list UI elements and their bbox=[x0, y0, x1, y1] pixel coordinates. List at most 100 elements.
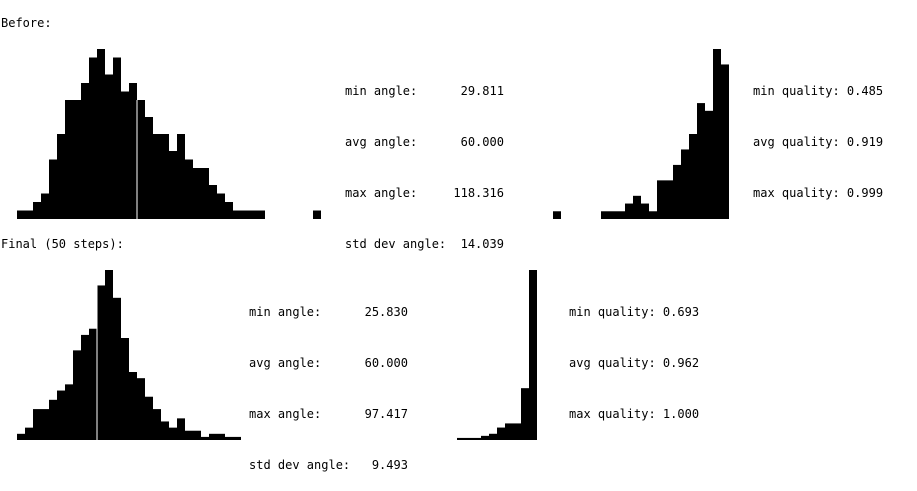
before-angle-bar bbox=[145, 117, 153, 219]
before-angle-bar bbox=[105, 74, 113, 219]
final-max-angle: max angle: 97.417 bbox=[249, 407, 408, 421]
before-angle-bar bbox=[313, 210, 321, 219]
before-angle-bar bbox=[129, 83, 137, 219]
final-angle-bar bbox=[57, 390, 65, 440]
before-angle-bar bbox=[137, 100, 145, 219]
before-angle-bar bbox=[33, 202, 41, 219]
final-quality-bar bbox=[521, 388, 529, 440]
final-angle-bar bbox=[65, 384, 73, 440]
before-angle-bar bbox=[169, 151, 177, 219]
before-quality-bar bbox=[601, 211, 609, 219]
before-quality-bar bbox=[617, 211, 625, 219]
before-angle-bar bbox=[241, 210, 249, 219]
final-angle-bar bbox=[81, 334, 89, 440]
before-quality-bar bbox=[641, 203, 649, 219]
before-quality-bar bbox=[673, 164, 681, 219]
before-angle-bar bbox=[217, 193, 225, 219]
final-angle-bar bbox=[25, 427, 33, 440]
final-angle-bar bbox=[129, 372, 137, 440]
final-quality-stats: min quality: 0.693 avg quality: 0.962 ma… bbox=[569, 270, 699, 440]
final-quality-bar bbox=[481, 435, 489, 440]
final-avg-angle: avg angle: 60.000 bbox=[249, 356, 408, 370]
before-min-quality: min quality: 0.485 bbox=[753, 84, 884, 98]
before-quality-bar bbox=[689, 134, 697, 219]
final-min-quality: min quality: 0.693 bbox=[569, 305, 700, 319]
before-angle-bar bbox=[233, 210, 241, 219]
final-angle-bar bbox=[41, 409, 49, 440]
before-quality-bar bbox=[705, 110, 713, 219]
before-quality-bar bbox=[633, 195, 641, 219]
final-angle-bar bbox=[121, 338, 129, 440]
final-angle-bar bbox=[97, 285, 105, 440]
before-angle-bar bbox=[113, 57, 121, 219]
before-angle-bar bbox=[57, 134, 65, 219]
before-angle-bar bbox=[121, 91, 129, 219]
final-angle-bar bbox=[49, 399, 57, 440]
final-quality-bar bbox=[457, 437, 465, 440]
final-angle-bar bbox=[105, 270, 113, 440]
before-angle-bar bbox=[73, 100, 81, 219]
before-angle-bar bbox=[153, 134, 161, 219]
before-max-quality: max quality: 0.999 bbox=[753, 186, 884, 200]
before-angle-stats: min angle: 29.811 avg angle: 60.000 max … bbox=[345, 49, 504, 270]
before-min-angle: min angle: 29.811 bbox=[345, 84, 504, 98]
final-max-quality: max quality: 1.000 bbox=[569, 407, 700, 421]
before-quality-bar bbox=[665, 180, 673, 219]
final-avg-quality: avg quality: 0.962 bbox=[569, 356, 700, 370]
final-angle-histogram bbox=[17, 270, 241, 440]
before-angle-bar bbox=[161, 134, 169, 219]
final-angle-bar bbox=[185, 430, 193, 440]
final-angle-bar bbox=[169, 427, 177, 440]
before-angle-bar bbox=[81, 83, 89, 219]
before-heading: Before: bbox=[1, 16, 52, 30]
final-angle-bar bbox=[137, 378, 145, 440]
final-angle-bar bbox=[33, 409, 41, 440]
before-angle-bar bbox=[193, 168, 201, 219]
before-angle-bar bbox=[177, 134, 185, 219]
before-angle-histogram bbox=[17, 49, 321, 219]
final-angle-stats: min angle: 25.830 avg angle: 60.000 max … bbox=[249, 270, 408, 491]
final-quality-bar bbox=[465, 437, 473, 440]
final-angle-bar bbox=[217, 433, 225, 440]
before-avg-angle: avg angle: 60.000 bbox=[345, 135, 504, 149]
before-quality-bar bbox=[625, 203, 633, 219]
final-quality-bar bbox=[497, 427, 505, 440]
final-angle-bar bbox=[233, 436, 241, 440]
before-quality-bar bbox=[713, 49, 721, 219]
final-quality-bar bbox=[529, 270, 537, 440]
final-quality-bar bbox=[489, 433, 497, 440]
before-angle-bar bbox=[97, 49, 105, 219]
final-angle-bar bbox=[201, 436, 209, 440]
final-angle-bar bbox=[177, 418, 185, 440]
before-quality-bar bbox=[721, 64, 729, 219]
before-quality-histogram bbox=[553, 49, 729, 219]
final-angle-bar bbox=[209, 433, 217, 440]
before-angle-bar bbox=[201, 168, 209, 219]
final-quality-bar bbox=[513, 423, 521, 440]
before-angle-bar bbox=[257, 210, 265, 219]
final-angle-bar bbox=[225, 436, 233, 440]
final-angle-bar bbox=[153, 409, 161, 440]
before-angle-bar bbox=[249, 210, 257, 219]
before-angle-bar bbox=[41, 193, 49, 219]
final-quality-histogram bbox=[457, 270, 537, 440]
final-quality-bar bbox=[473, 437, 481, 440]
before-angle-bar bbox=[209, 185, 217, 219]
final-min-angle: min angle: 25.830 bbox=[249, 305, 408, 319]
before-quality-bar bbox=[697, 103, 705, 219]
before-angle-bar bbox=[49, 159, 57, 219]
before-angle-bar bbox=[65, 100, 73, 219]
before-angle-bar bbox=[89, 57, 97, 219]
before-quality-bar bbox=[609, 211, 617, 219]
before-angle-bar bbox=[17, 210, 25, 219]
final-heading: Final (50 steps): bbox=[1, 237, 124, 251]
final-angle-bar bbox=[161, 421, 169, 440]
before-quality-bar bbox=[553, 211, 561, 219]
histogram-canvas bbox=[17, 49, 729, 440]
before-angle-bar bbox=[225, 202, 233, 219]
before-avg-quality: avg quality: 0.919 bbox=[753, 135, 884, 149]
final-quality-bar bbox=[505, 423, 513, 440]
before-angle-bar bbox=[25, 210, 33, 219]
before-max-angle: max angle: 118.316 bbox=[345, 186, 504, 200]
final-angle-bar bbox=[73, 350, 81, 440]
